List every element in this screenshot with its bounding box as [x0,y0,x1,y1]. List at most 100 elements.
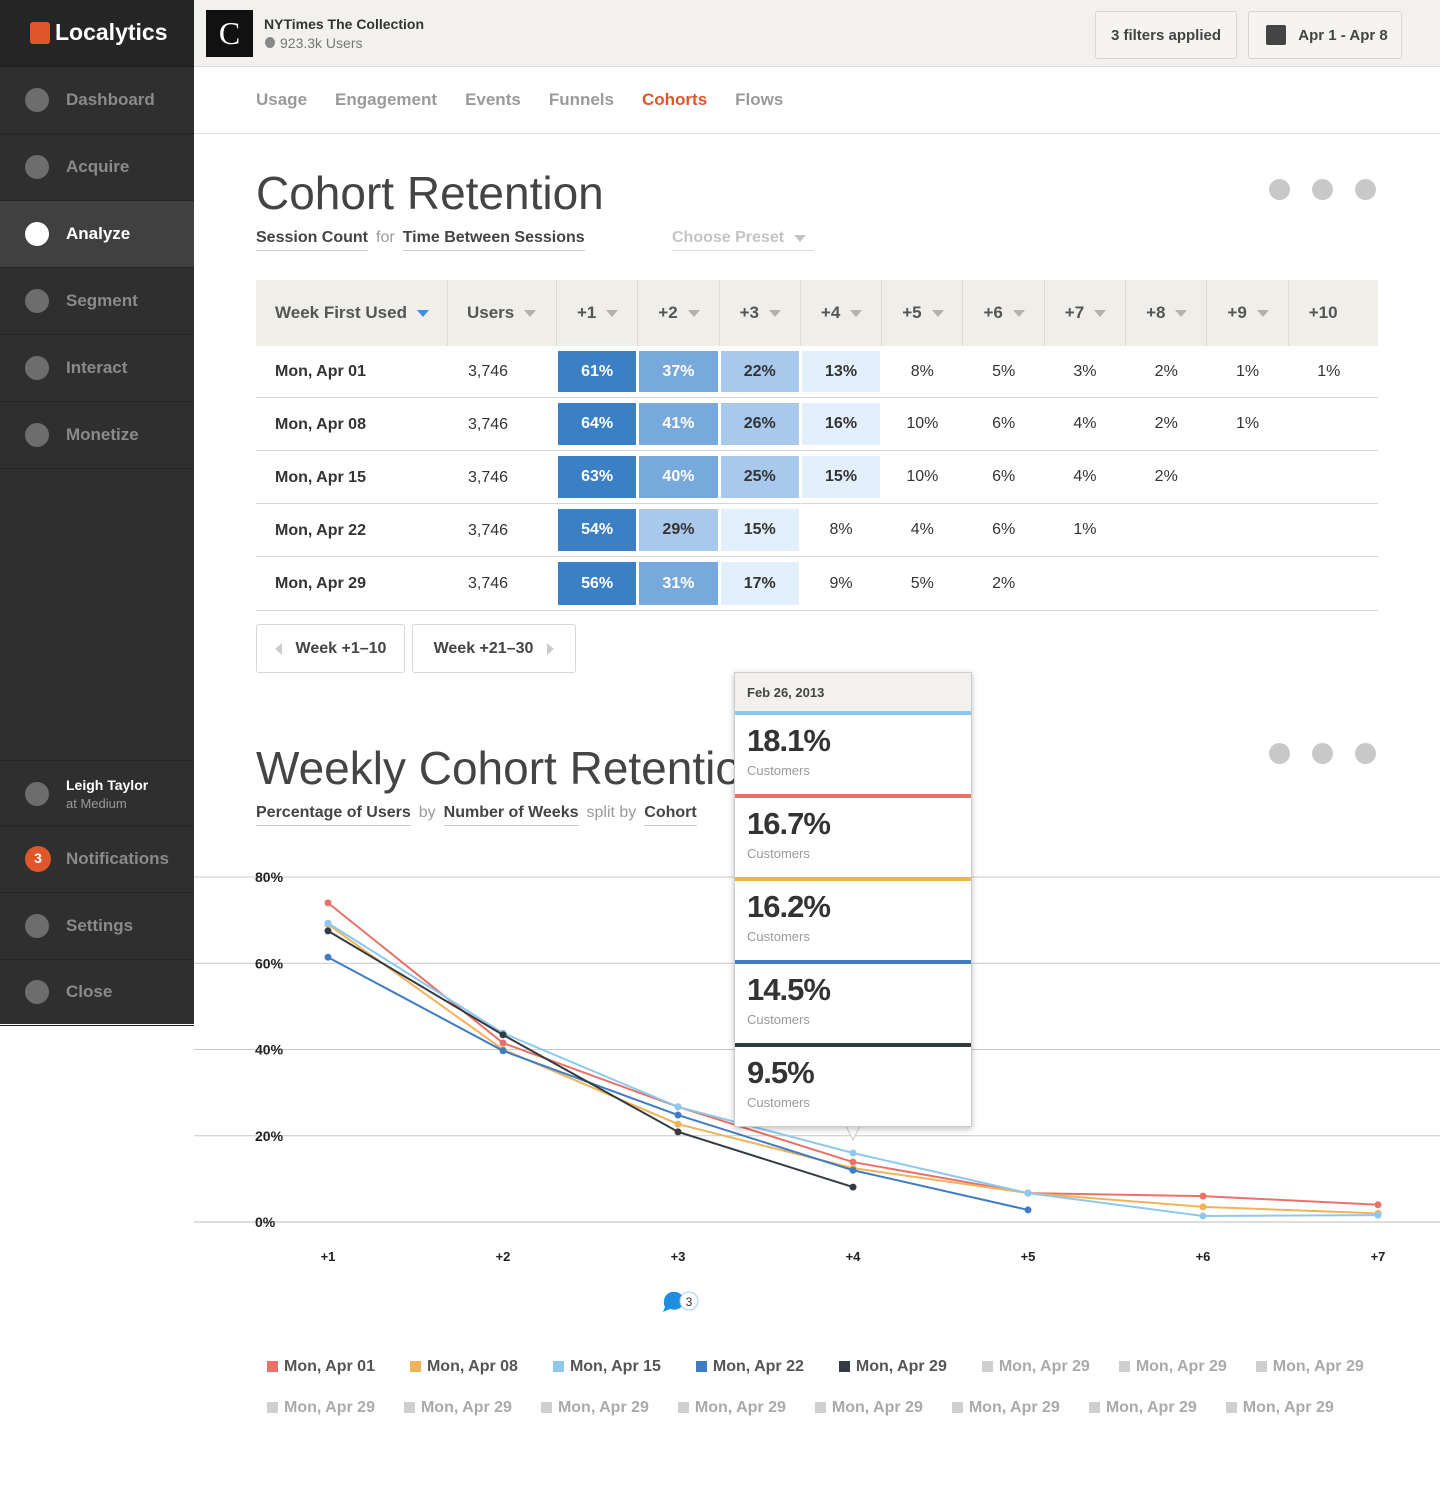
user-block[interactable]: Leigh Taylor at Medium [0,760,194,827]
share-icon[interactable] [1312,743,1333,764]
tooltip-pointer [845,1125,861,1142]
nav-item[interactable]: Interact [0,335,194,402]
column-header[interactable]: Users [448,280,557,346]
legend-label: Mon, Apr 08 [426,1357,518,1375]
arrow-right [547,642,555,655]
eye-icon[interactable] [1269,179,1290,200]
column-header[interactable]: +5 [882,280,964,346]
tab[interactable]: Events [465,90,521,109]
data-point [674,1103,682,1111]
data-point [1199,1203,1207,1211]
app-name: NYTimes The Collection [264,16,424,32]
nav-item[interactable]: Monetize [0,402,194,469]
sort-arrow [416,309,429,317]
nav-item[interactable]: Dashboard [0,67,194,134]
column-header[interactable]: +7 [1045,280,1127,346]
chart-title: Weekly Cohort Retention [256,742,767,794]
legend-item[interactable]: Mon, Apr 29 [677,1387,786,1428]
data-point [849,1183,857,1191]
subtitle-term[interactable]: Percentage of Users [256,804,411,826]
retention-cell: 10% [906,468,939,485]
share-icon[interactable] [1312,179,1333,200]
data-point [674,1120,682,1128]
help-icon[interactable] [1355,179,1376,200]
y-tick-label: 80% [255,869,284,885]
legend-item[interactable]: Mon, Apr 29 [1255,1346,1364,1387]
data-point [674,1111,682,1119]
column-header[interactable]: +8 [1126,280,1208,346]
help-icon[interactable] [1355,743,1376,764]
row-label: Mon, Apr 08 [275,415,366,433]
filters-button[interactable]: 3 filters applied [1095,11,1237,59]
sort-arrow [768,309,781,317]
legend-item[interactable]: Mon, Apr 29 [403,1387,512,1428]
nav-item[interactable]: Acquire [0,134,194,201]
tab[interactable]: Funnels [548,90,614,109]
legend-item[interactable]: Mon, Apr 29 [540,1387,649,1428]
tooltip-label: Customers [747,846,810,861]
subtitle-term[interactable]: Time Between Sessions [402,229,585,251]
nav-label: Interact [66,358,128,377]
legend-item[interactable]: Mon, Apr 29 [267,1387,375,1428]
date-button[interactable]: Apr 1 - Apr 8 [1248,11,1402,59]
sort-arrow [524,309,537,317]
legend-label: Mon, Apr 29 [1105,1398,1197,1416]
column-header[interactable]: +2 [638,280,720,346]
nav-item[interactable]: Segment [0,268,194,335]
subtitle-term[interactable]: Cohort [644,804,697,826]
column-header[interactable]: +10 [1289,280,1370,346]
legend-item[interactable]: Mon, Apr 29 [814,1387,923,1428]
tooltip-label: Customers [747,929,810,944]
column-label: +8 [1146,303,1166,322]
divider [194,133,1440,134]
legend-item[interactable]: Mon, Apr 29 [838,1346,947,1387]
legend-item[interactable]: Mon, Apr 22 [695,1346,804,1387]
app-users: 923.3k Users [280,35,363,51]
retention-cell: 1% [1235,415,1260,432]
subtitle-term[interactable]: Number of Weeks [443,804,579,826]
column-header[interactable]: +3 [720,280,801,346]
pager-label: Week +21–30 [433,639,534,657]
legend-item[interactable]: Mon, Apr 01 [267,1346,375,1387]
tab[interactable]: Engagement [335,90,438,109]
preset-dropdown[interactable]: Choose Preset [672,229,814,251]
data-point [674,1128,682,1136]
section-title: Cohort Retention [256,167,604,219]
tab[interactable]: Flows [735,90,784,109]
subtitle-term[interactable]: Session Count [256,229,369,251]
legend-item[interactable]: Mon, Apr 29 [1118,1346,1227,1387]
tab[interactable]: Usage [256,90,308,109]
legend-item[interactable]: Mon, Apr 15 [552,1346,661,1387]
legend-item[interactable]: Mon, Apr 29 [951,1387,1060,1428]
data-point [324,927,332,935]
tooltip-item: 16.7% Customers [735,794,971,877]
legend-item[interactable]: Mon, Apr 29 [1225,1387,1334,1428]
retention-cell: 2% [1154,362,1178,380]
retention-cell: 61% [558,351,637,392]
nav-item[interactable]: 3 Notifications [0,826,194,893]
nav-item[interactable]: Close [0,959,194,1026]
data-point [499,1039,507,1047]
nav-label: Acquire [66,157,130,176]
pager-button[interactable]: Week +21–30 [412,624,576,673]
pager-button[interactable]: Week +1–10 [256,624,405,673]
tooltip-label: Customers [747,763,810,778]
legend-swatch [403,1402,415,1413]
eye-icon[interactable] [1269,743,1290,764]
tooltip-value: 9.5% [747,1055,815,1090]
column-header[interactable]: +6 [964,280,1045,346]
legend-item[interactable]: Mon, Apr 29 [981,1346,1090,1387]
nav-item[interactable]: Settings [0,893,194,960]
retention-cell: 9% [829,574,853,592]
nav-item[interactable]: Analyze [0,201,194,268]
retention-cell: 17% [720,562,799,605]
tab[interactable]: Cohorts [641,90,708,109]
column-header[interactable]: Week First Used [256,280,448,346]
arrow-left [274,642,282,655]
column-label: +10 [1308,303,1338,322]
legend-item[interactable]: Mon, Apr 08 [409,1346,518,1387]
column-header[interactable]: +9 [1207,280,1289,346]
column-header[interactable]: +4 [801,280,883,346]
legend-item[interactable]: Mon, Apr 29 [1088,1387,1197,1428]
column-header[interactable]: +1 [557,280,639,346]
